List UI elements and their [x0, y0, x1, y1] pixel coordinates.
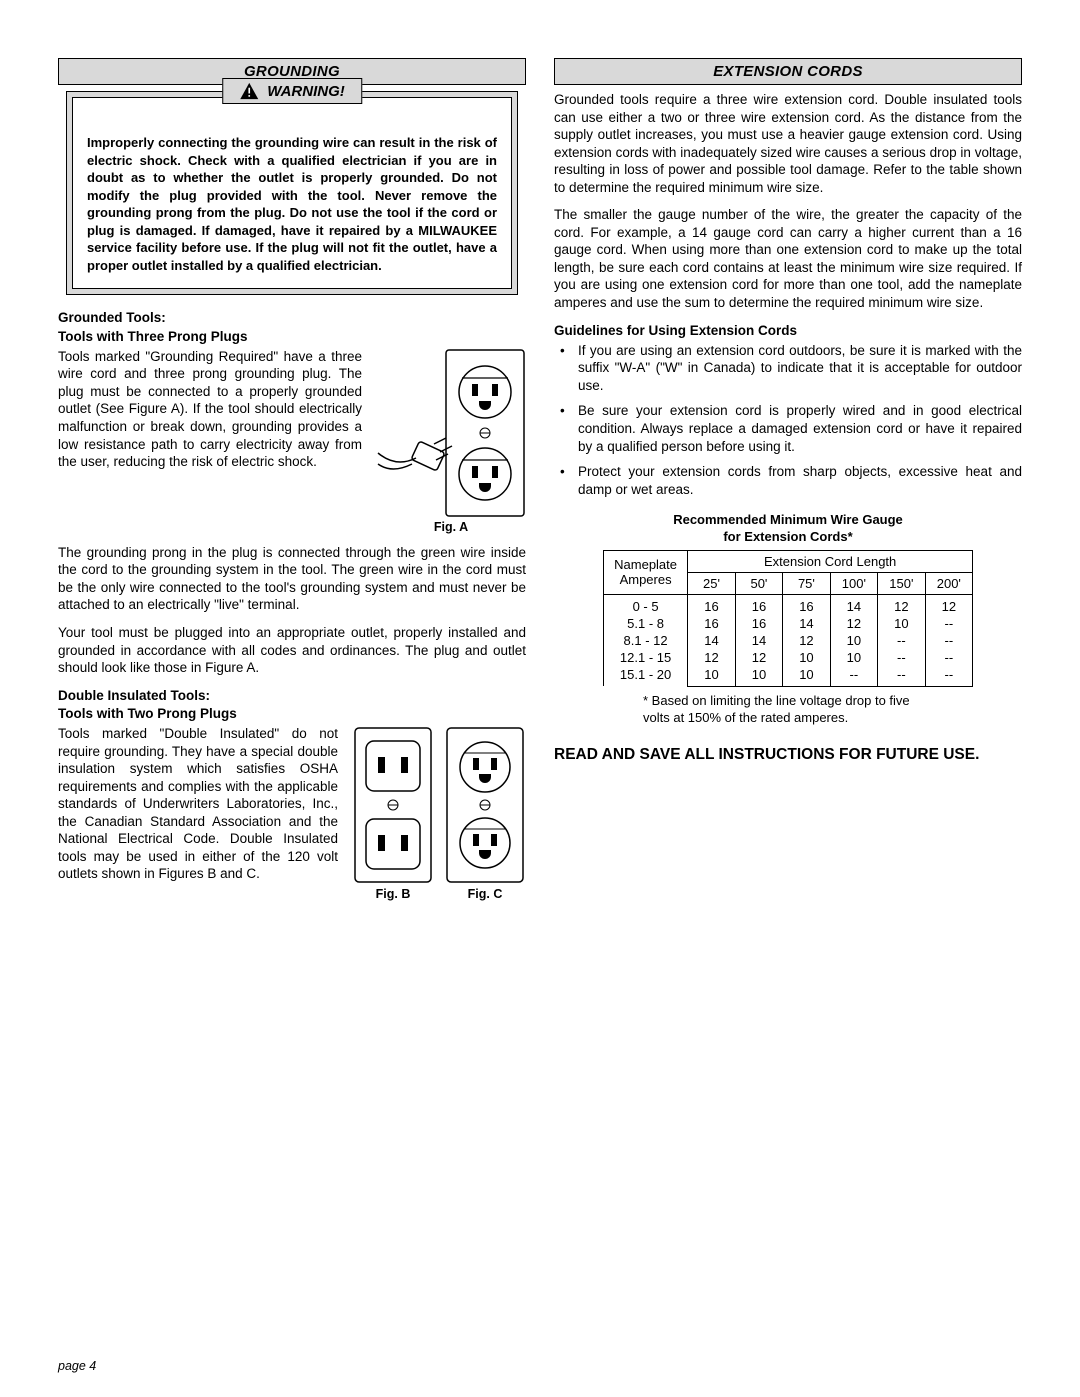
double-insulated-p: Tools marked "Double Insulated" do not r… — [58, 725, 338, 883]
warning-text: Improperly connecting the grounding wire… — [87, 134, 497, 274]
page-number: page 4 — [58, 1359, 96, 1373]
double-insulated-subhead: Double Insulated Tools: Tools with Two P… — [58, 687, 526, 723]
extension-cords-header: EXTENSION CORDS — [554, 58, 1022, 85]
grounded-tools-p1: Tools marked "Grounding Required" have a… — [58, 348, 362, 471]
warning-label-text: WARNING! — [267, 83, 345, 100]
save-instructions: READ AND SAVE ALL INSTRUCTIONS FOR FUTUR… — [554, 745, 1022, 765]
table-title: Recommended Minimum Wire Gauge for Exten… — [554, 512, 1022, 546]
guidelines-list: If you are using an extension cord outdo… — [554, 342, 1022, 498]
outlet-figure-c — [444, 725, 526, 885]
warning-label: WARNING! — [222, 78, 362, 104]
ext-p2: The smaller the gauge number of the wire… — [554, 206, 1022, 311]
right-column: EXTENSION CORDS Grounded tools require a… — [554, 58, 1022, 901]
warning-box: WARNING! Improperly connecting the groun… — [66, 91, 518, 295]
grounded-tools-p3: Your tool must be plugged into an approp… — [58, 624, 526, 677]
outlet-figure-b — [352, 725, 434, 885]
grounded-tools-p2: The grounding prong in the plug is conne… — [58, 544, 526, 614]
warning-icon — [239, 82, 259, 100]
ext-p1: Grounded tools require a three wire exte… — [554, 91, 1022, 196]
fig-c-label: Fig. C — [444, 887, 526, 901]
grounded-tools-subhead: Grounded Tools: Tools with Three Prong P… — [58, 309, 526, 345]
outlet-figure-a — [376, 348, 526, 518]
fig-b-label: Fig. B — [352, 887, 434, 901]
fig-a-row: Tools marked "Grounding Required" have a… — [58, 348, 526, 534]
guidelines-subhead: Guidelines for Using Extension Cords — [554, 322, 1022, 340]
guideline-item: Protect your extension cords from sharp … — [578, 463, 1022, 498]
guideline-item: If you are using an extension cord outdo… — [578, 342, 1022, 395]
wire-gauge-table: Nameplate Amperes Extension Cord Length … — [603, 550, 973, 687]
table-footnote: * Based on limiting the line voltage dro… — [643, 693, 933, 727]
guideline-item: Be sure your extension cord is properly … — [578, 402, 1022, 455]
left-column: GROUNDING WARNING! Improperly connecting… — [58, 58, 526, 901]
fig-a-label: Fig. A — [376, 520, 526, 534]
fig-bc-row: Tools marked "Double Insulated" do not r… — [58, 725, 526, 901]
